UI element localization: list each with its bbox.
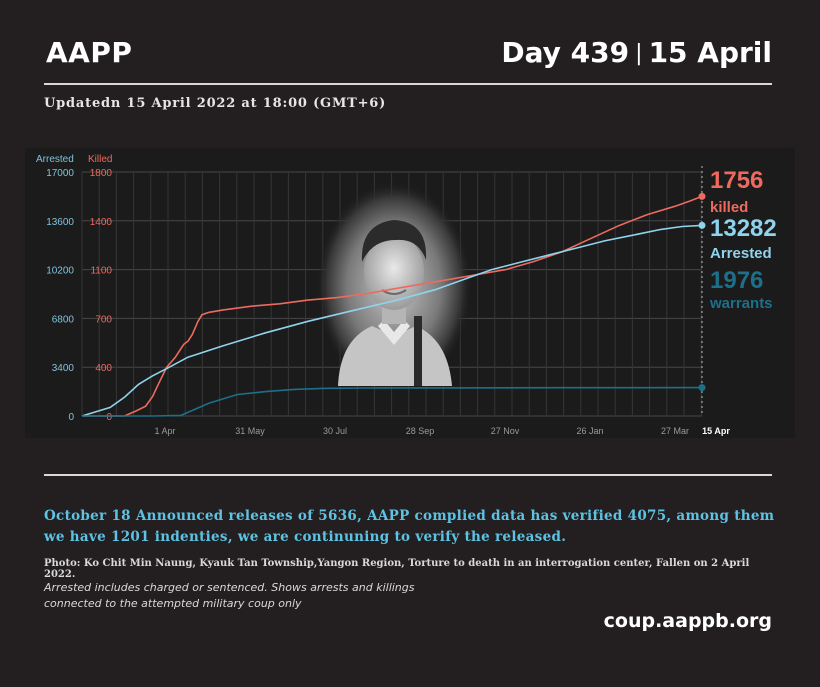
footer-divider bbox=[44, 474, 772, 476]
methodology-note: Arrested includes charged or sentenced. … bbox=[44, 581, 415, 610]
right-tick-label: 0 bbox=[106, 412, 112, 423]
left-tick-label: 3400 bbox=[52, 363, 75, 374]
photo-caption: Photo: Ko Chit Min Naung, Kyauk Tan Town… bbox=[44, 558, 750, 580]
x-tick-label: 27 Mar bbox=[661, 426, 689, 436]
series-line-killed bbox=[82, 195, 703, 417]
memorial-portrait bbox=[316, 182, 472, 390]
brand-title: AAPP bbox=[46, 36, 133, 69]
end-label-killed: killed bbox=[710, 199, 748, 216]
x-tick-label: 15 Apr bbox=[702, 426, 730, 436]
left-tick-label: 17000 bbox=[46, 168, 74, 179]
left-tick-label: 6800 bbox=[52, 314, 75, 325]
end-value-arrested: 13282 bbox=[710, 215, 777, 242]
series-endpoint-killed bbox=[698, 192, 706, 200]
right-tick-label: 1400 bbox=[90, 217, 113, 228]
day-date-title: Day 439 | 15 April bbox=[501, 36, 772, 69]
left-tick-label: 13600 bbox=[46, 217, 74, 228]
x-tick-label: 30 Jul bbox=[323, 426, 347, 436]
series-line-arrested bbox=[81, 224, 703, 417]
series-line-warrants bbox=[82, 386, 703, 417]
chart-series bbox=[81, 192, 706, 417]
left-axis-title: Arrested bbox=[36, 154, 74, 165]
right-tick-label: 1100 bbox=[90, 266, 112, 277]
right-axis-title: Killed bbox=[88, 154, 112, 165]
end-label-arrested: Arrested bbox=[710, 245, 772, 262]
chart-axes: 17000 1800 13600 1400 10200 1100 6800 700 3400 40… bbox=[36, 154, 730, 436]
left-tick-label: 0 bbox=[68, 412, 74, 423]
x-tick-label: 27 Nov bbox=[491, 426, 520, 436]
right-tick-label: 1800 bbox=[90, 168, 113, 179]
x-tick-label: 26 Jan bbox=[576, 426, 603, 436]
left-tick-label: 10200 bbox=[46, 266, 74, 277]
date-label: 15 April bbox=[648, 36, 772, 69]
series-endpoint-warrants bbox=[698, 384, 706, 392]
x-tick-label: 31 May bbox=[235, 426, 265, 436]
x-tick-label: 28 Sep bbox=[406, 426, 435, 436]
end-value-killed: 1756 bbox=[710, 167, 763, 194]
right-tick-label: 400 bbox=[95, 363, 112, 374]
updated-timestamp: Updatedn 15 April 2022 at 18:00 (GMT+6) bbox=[44, 96, 387, 111]
end-label-warrants: warrants bbox=[709, 295, 773, 312]
header-divider bbox=[44, 83, 772, 85]
end-value-warrants: 1976 bbox=[710, 267, 763, 294]
day-counter: Day 439 bbox=[501, 36, 630, 69]
x-tick-label: 1 Apr bbox=[154, 426, 175, 436]
series-endpoint-arrested bbox=[698, 221, 706, 229]
website-link[interactable]: coup.aappb.org bbox=[603, 610, 772, 632]
release-announcement: October 18 Announced releases of 5636, A… bbox=[44, 508, 775, 545]
right-tick-label: 700 bbox=[95, 314, 112, 325]
title-separator: | bbox=[635, 41, 643, 66]
cumulative-line-chart: 17000 1800 13600 1400 10200 1100 6800 700 3400 40… bbox=[25, 148, 795, 438]
